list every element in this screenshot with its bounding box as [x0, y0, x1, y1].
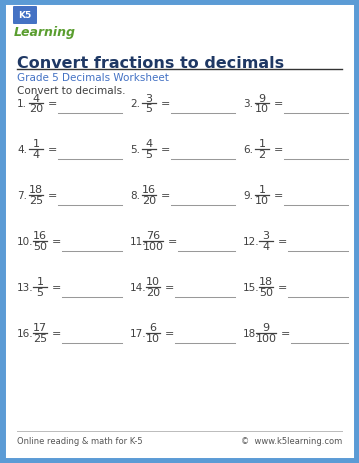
Text: 50: 50 [259, 288, 273, 298]
Text: 18.: 18. [243, 328, 260, 338]
Text: 9.: 9. [243, 191, 253, 200]
Text: 25: 25 [29, 196, 43, 206]
Text: =: = [274, 191, 283, 200]
Text: 20: 20 [142, 196, 156, 206]
Text: Convert to decimals.: Convert to decimals. [17, 86, 126, 96]
Text: Online reading & math for K-5: Online reading & math for K-5 [17, 436, 143, 445]
Text: =: = [52, 282, 61, 292]
Text: 14.: 14. [130, 282, 146, 292]
Text: 3: 3 [262, 231, 270, 241]
Text: =: = [48, 99, 57, 109]
Text: 13.: 13. [17, 282, 34, 292]
Text: 1: 1 [258, 185, 266, 195]
Text: 4.: 4. [17, 144, 27, 155]
Text: =: = [52, 237, 61, 246]
Text: =: = [274, 99, 283, 109]
Text: 10: 10 [255, 104, 269, 114]
Text: =: = [168, 237, 177, 246]
Text: 10.: 10. [17, 237, 33, 246]
Text: 10: 10 [146, 334, 160, 344]
Text: Grade 5 Decimals Worksheet: Grade 5 Decimals Worksheet [17, 73, 169, 83]
Text: =: = [281, 328, 290, 338]
Text: K5: K5 [18, 12, 32, 20]
Text: 5: 5 [37, 288, 43, 298]
Text: 18: 18 [259, 277, 273, 287]
Text: 4: 4 [32, 94, 39, 103]
Text: 20: 20 [146, 288, 160, 298]
Text: =: = [165, 328, 174, 338]
Text: =: = [161, 144, 171, 155]
Text: =: = [48, 144, 57, 155]
Text: 2: 2 [258, 150, 266, 160]
Text: Convert fractions to decimals: Convert fractions to decimals [17, 56, 284, 71]
Text: =: = [278, 237, 287, 246]
Text: 3.: 3. [243, 99, 253, 109]
Text: 17.: 17. [130, 328, 146, 338]
Text: 1.: 1. [17, 99, 27, 109]
Text: =: = [161, 191, 171, 200]
Text: Learning: Learning [14, 26, 76, 39]
Text: 16: 16 [142, 185, 156, 195]
Text: 2.: 2. [130, 99, 140, 109]
Text: =: = [278, 282, 287, 292]
Text: =: = [161, 99, 171, 109]
Text: 5: 5 [145, 150, 153, 160]
Text: 50: 50 [33, 242, 47, 252]
Text: 25: 25 [33, 334, 47, 344]
Text: 4: 4 [32, 150, 39, 160]
Text: 1: 1 [33, 139, 39, 149]
Text: 76: 76 [146, 231, 160, 241]
Text: 9: 9 [262, 323, 270, 333]
Text: 4: 4 [145, 139, 153, 149]
Text: 6.: 6. [243, 144, 253, 155]
Text: 6: 6 [149, 323, 157, 333]
Text: 9: 9 [258, 94, 266, 103]
Text: 16: 16 [33, 231, 47, 241]
Text: 1: 1 [37, 277, 43, 287]
Text: =: = [274, 144, 283, 155]
Text: 11.: 11. [130, 237, 146, 246]
Text: =: = [165, 282, 174, 292]
Text: =: = [48, 191, 57, 200]
Text: 16.: 16. [17, 328, 34, 338]
Text: ©  www.k5learning.com: © www.k5learning.com [241, 436, 342, 445]
FancyBboxPatch shape [13, 7, 37, 25]
Text: 3: 3 [145, 94, 153, 103]
Text: 15.: 15. [243, 282, 260, 292]
Text: 8.: 8. [130, 191, 140, 200]
Text: 10: 10 [255, 196, 269, 206]
Text: 20: 20 [29, 104, 43, 114]
Text: 5: 5 [145, 104, 153, 114]
Text: 18: 18 [29, 185, 43, 195]
Text: 100: 100 [256, 334, 276, 344]
Text: 17: 17 [33, 323, 47, 333]
Text: 4: 4 [262, 242, 270, 252]
Text: 7.: 7. [17, 191, 27, 200]
Text: 1: 1 [258, 139, 266, 149]
Text: 12.: 12. [243, 237, 260, 246]
Text: 100: 100 [143, 242, 163, 252]
Text: 5.: 5. [130, 144, 140, 155]
Text: =: = [52, 328, 61, 338]
Text: 10: 10 [146, 277, 160, 287]
